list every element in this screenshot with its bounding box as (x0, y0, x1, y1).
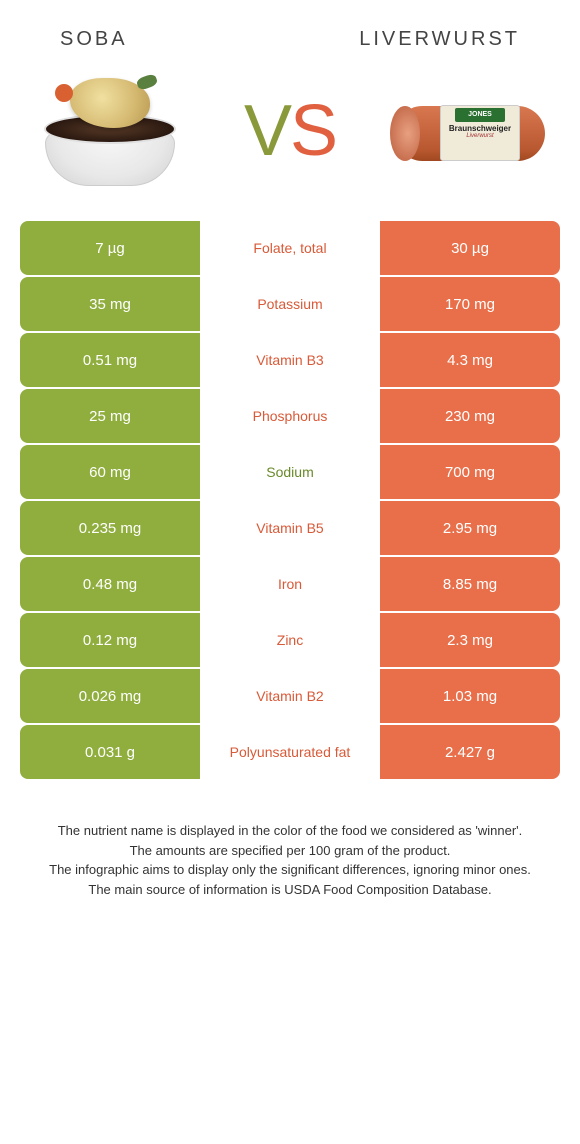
right-value: 2.3 mg (380, 613, 560, 667)
footer-line-4: The main source of information is USDA F… (30, 880, 550, 900)
herb-icon (136, 73, 159, 91)
food-right-title: LIVERWURST (359, 28, 520, 51)
table-row: 0.026 mgVitamin B21.03 mg (20, 669, 560, 723)
left-value: 60 mg (20, 445, 200, 499)
nutrient-label: Iron (200, 557, 380, 611)
right-value: 2.427 g (380, 725, 560, 779)
nutrient-label: Vitamin B5 (200, 501, 380, 555)
table-row: 25 mgPhosphorus230 mg (20, 389, 560, 443)
left-value: 0.031 g (20, 725, 200, 779)
liverwurst-image: JONES Braunschweiger Liverwurst (390, 71, 550, 191)
bowl-icon (45, 121, 175, 186)
table-row: 0.48 mgIron8.85 mg (20, 557, 560, 611)
nutrient-label: Polyunsaturated fat (200, 725, 380, 779)
label-brand: JONES (455, 108, 505, 122)
left-value: 7 µg (20, 221, 200, 275)
right-value: 2.95 mg (380, 501, 560, 555)
vs-v: V (244, 91, 290, 171)
table-row: 7 µgFolate, total30 µg (20, 221, 560, 275)
garnish-icon (55, 84, 73, 102)
nutrient-label: Sodium (200, 445, 380, 499)
footer-line-2: The amounts are specified per 100 gram o… (30, 841, 550, 861)
right-value: 230 mg (380, 389, 560, 443)
left-value: 0.235 mg (20, 501, 200, 555)
nutrient-label: Vitamin B3 (200, 333, 380, 387)
header: SOBA LIVERWURST (0, 0, 580, 61)
sausage-end-icon (390, 106, 420, 161)
table-row: 0.51 mgVitamin B34.3 mg (20, 333, 560, 387)
left-value: 35 mg (20, 277, 200, 331)
food-left-title: SOBA (60, 28, 128, 51)
footer-line-1: The nutrient name is displayed in the co… (30, 821, 550, 841)
right-value: 8.85 mg (380, 557, 560, 611)
right-value: 700 mg (380, 445, 560, 499)
table-row: 0.235 mgVitamin B52.95 mg (20, 501, 560, 555)
nutrient-table: 7 µgFolate, total30 µg35 mgPotassium170 … (0, 221, 580, 779)
footer-line-3: The infographic aims to display only the… (30, 860, 550, 880)
vs-s: S (290, 91, 336, 171)
footer-notes: The nutrient name is displayed in the co… (0, 781, 580, 899)
right-value: 30 µg (380, 221, 560, 275)
left-value: 0.48 mg (20, 557, 200, 611)
nutrient-label: Folate, total (200, 221, 380, 275)
label-sub: Liverwurst (466, 133, 493, 139)
nutrient-label: Phosphorus (200, 389, 380, 443)
table-row: 0.031 gPolyunsaturated fat2.427 g (20, 725, 560, 779)
right-value: 1.03 mg (380, 669, 560, 723)
table-row: 60 mgSodium700 mg (20, 445, 560, 499)
left-value: 0.12 mg (20, 613, 200, 667)
nutrient-label: Vitamin B2 (200, 669, 380, 723)
right-value: 4.3 mg (380, 333, 560, 387)
label-name: Braunschweiger (449, 124, 511, 133)
left-value: 0.026 mg (20, 669, 200, 723)
vs-row: VS JONES Braunschweiger Liverwurst (0, 61, 580, 221)
left-value: 0.51 mg (20, 333, 200, 387)
nutrient-label: Potassium (200, 277, 380, 331)
table-row: 0.12 mgZinc2.3 mg (20, 613, 560, 667)
right-value: 170 mg (380, 277, 560, 331)
left-value: 25 mg (20, 389, 200, 443)
table-row: 35 mgPotassium170 mg (20, 277, 560, 331)
nutrient-label: Zinc (200, 613, 380, 667)
product-label: JONES Braunschweiger Liverwurst (440, 105, 520, 161)
vs-label: VS (244, 90, 336, 172)
soba-image (30, 71, 190, 191)
